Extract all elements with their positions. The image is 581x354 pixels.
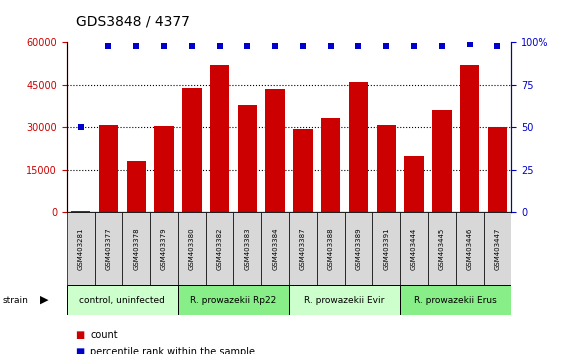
Bar xyxy=(404,156,424,212)
Bar xyxy=(95,212,123,285)
Bar xyxy=(150,212,178,285)
Text: count: count xyxy=(90,330,118,339)
Bar xyxy=(376,125,396,212)
Bar xyxy=(289,212,317,285)
Bar xyxy=(266,89,285,212)
Point xyxy=(326,43,335,49)
Text: GSM403379: GSM403379 xyxy=(161,227,167,270)
Text: GSM403446: GSM403446 xyxy=(467,228,472,270)
Bar xyxy=(182,88,202,212)
Text: strain: strain xyxy=(3,296,29,304)
Bar xyxy=(349,82,368,212)
Bar xyxy=(71,211,91,212)
Bar xyxy=(289,285,400,315)
Bar xyxy=(372,212,400,285)
Text: GSM403447: GSM403447 xyxy=(494,228,500,270)
Bar xyxy=(345,212,372,285)
Text: GDS3848 / 4377: GDS3848 / 4377 xyxy=(76,14,189,28)
Text: ▶: ▶ xyxy=(40,295,48,305)
Bar xyxy=(428,212,456,285)
Bar xyxy=(432,110,451,212)
Text: control, uninfected: control, uninfected xyxy=(80,296,166,304)
Text: GSM403391: GSM403391 xyxy=(383,227,389,270)
Bar xyxy=(99,125,118,212)
Point xyxy=(410,43,419,49)
Bar xyxy=(487,127,507,212)
Bar xyxy=(67,285,178,315)
Bar xyxy=(123,212,150,285)
Bar xyxy=(400,285,511,315)
Bar xyxy=(456,212,483,285)
Text: GSM403377: GSM403377 xyxy=(106,227,112,270)
Point xyxy=(437,43,446,49)
Text: GSM403445: GSM403445 xyxy=(439,228,445,270)
Point xyxy=(132,43,141,49)
Point xyxy=(104,43,113,49)
Bar xyxy=(483,212,511,285)
Text: GSM403387: GSM403387 xyxy=(300,227,306,270)
Text: ■: ■ xyxy=(76,347,85,354)
Point xyxy=(354,43,363,49)
Bar xyxy=(178,285,289,315)
Text: ■: ■ xyxy=(76,330,85,339)
Bar xyxy=(317,212,345,285)
Text: percentile rank within the sample: percentile rank within the sample xyxy=(90,347,255,354)
Bar xyxy=(155,126,174,212)
Text: GSM403384: GSM403384 xyxy=(272,227,278,270)
Point xyxy=(159,43,168,49)
Text: GSM403389: GSM403389 xyxy=(356,227,361,270)
Text: GSM403444: GSM403444 xyxy=(411,228,417,270)
Point xyxy=(382,43,391,49)
Bar xyxy=(460,65,479,212)
Text: GSM403378: GSM403378 xyxy=(133,227,139,270)
Text: GSM403380: GSM403380 xyxy=(189,227,195,270)
Point xyxy=(215,43,224,49)
Bar xyxy=(238,105,257,212)
Bar xyxy=(178,212,206,285)
Text: GSM403281: GSM403281 xyxy=(78,227,84,270)
Point xyxy=(243,43,252,49)
Point xyxy=(465,41,474,47)
Bar xyxy=(293,129,313,212)
Bar xyxy=(261,212,289,285)
Bar xyxy=(127,161,146,212)
Bar xyxy=(321,118,340,212)
Text: R. prowazekii Rp22: R. prowazekii Rp22 xyxy=(191,296,277,304)
Bar xyxy=(206,212,234,285)
Bar xyxy=(234,212,261,285)
Point xyxy=(76,125,85,130)
Text: GSM403388: GSM403388 xyxy=(328,227,333,270)
Bar xyxy=(210,65,229,212)
Point xyxy=(493,43,502,49)
Text: R. prowazekii Erus: R. prowazekii Erus xyxy=(414,296,497,304)
Text: GSM403383: GSM403383 xyxy=(245,227,250,270)
Point xyxy=(187,43,196,49)
Point xyxy=(271,43,280,49)
Bar xyxy=(400,212,428,285)
Bar xyxy=(67,212,95,285)
Text: R. prowazekii Evir: R. prowazekii Evir xyxy=(304,296,385,304)
Point xyxy=(298,43,307,49)
Text: GSM403382: GSM403382 xyxy=(217,227,223,270)
